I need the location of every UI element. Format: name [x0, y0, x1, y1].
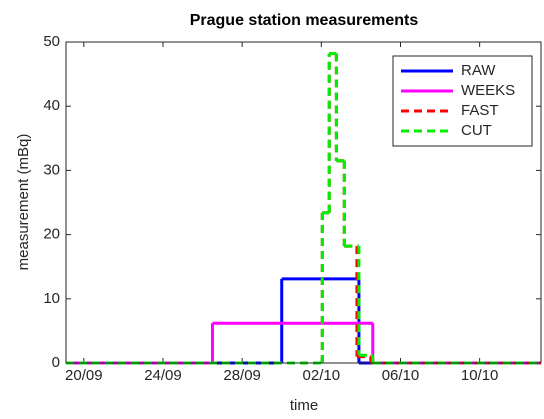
y-tick-label: 30 — [43, 161, 60, 178]
y-tick-label: 10 — [43, 290, 60, 307]
chart-title: Prague station measurements — [190, 12, 419, 29]
y-tick-label: 20 — [43, 226, 60, 243]
x-tick-label: 06/10 — [382, 367, 420, 384]
x-tick-label: 24/09 — [144, 367, 182, 384]
y-tick-label: 40 — [43, 97, 60, 114]
x-tick-label: 28/09 — [223, 367, 261, 384]
x-tick-label: 10/10 — [461, 367, 499, 384]
legend-label: CUT — [461, 122, 492, 139]
legend-label: RAW — [461, 62, 496, 79]
axes-box — [65, 41, 542, 364]
y-tick-label: 50 — [43, 33, 60, 50]
legend-label: FAST — [461, 102, 499, 119]
x-tick-label: 02/10 — [303, 367, 341, 384]
y-tick-label: 0 — [52, 354, 60, 371]
y-axis-label: measurement (mBq) — [15, 134, 32, 271]
legend-label: WEEKS — [461, 82, 515, 99]
x-axis-label: time — [290, 397, 318, 414]
x-tick-label: 20/09 — [65, 367, 103, 384]
